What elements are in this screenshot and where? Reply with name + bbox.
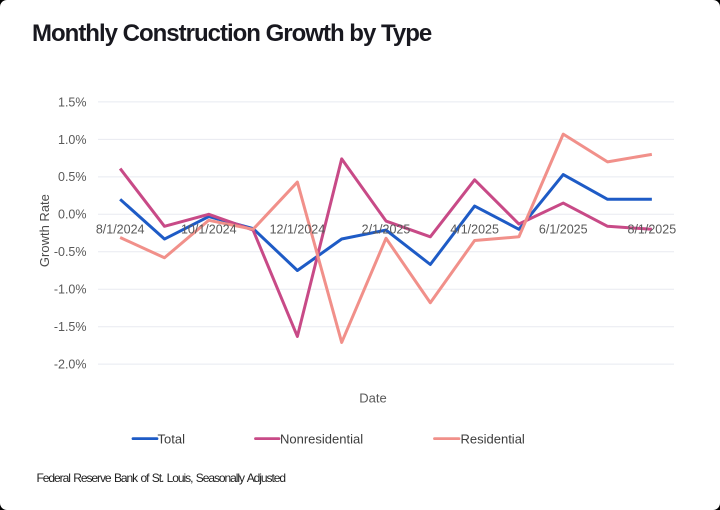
svg-text:-1.5%: -1.5% (54, 320, 87, 334)
svg-text:4/1/2025: 4/1/2025 (450, 223, 499, 237)
svg-text:Monthly Construction Growth by: Monthly Construction Growth by Type (32, 20, 432, 47)
svg-text:Growth Rate: Growth Rate (37, 194, 52, 267)
svg-text:6/1/2025: 6/1/2025 (539, 223, 588, 237)
svg-text:Nonresidential: Nonresidential (280, 431, 363, 446)
svg-text:Total: Total (158, 431, 186, 446)
svg-text:Date: Date (359, 391, 386, 406)
svg-text:8/1/2025: 8/1/2025 (628, 223, 677, 237)
svg-text:Federal Reserve Bank of St. Lo: Federal Reserve Bank of St. Louis, Seaso… (37, 471, 286, 485)
svg-text:-0.5%: -0.5% (54, 245, 87, 259)
svg-text:10/1/2024: 10/1/2024 (181, 223, 237, 237)
svg-text:0.5%: 0.5% (58, 170, 87, 184)
svg-text:1.5%: 1.5% (58, 95, 87, 109)
svg-text:2/1/2025: 2/1/2025 (362, 223, 411, 237)
svg-text:12/1/2024: 12/1/2024 (270, 223, 326, 237)
svg-text:8/1/2024: 8/1/2024 (96, 223, 145, 237)
svg-text:Residential: Residential (461, 431, 525, 446)
svg-text:0.0%: 0.0% (58, 208, 87, 222)
svg-text:-1.0%: -1.0% (54, 283, 87, 297)
svg-text:1.0%: 1.0% (58, 133, 87, 147)
svg-text:-2.0%: -2.0% (54, 358, 87, 372)
